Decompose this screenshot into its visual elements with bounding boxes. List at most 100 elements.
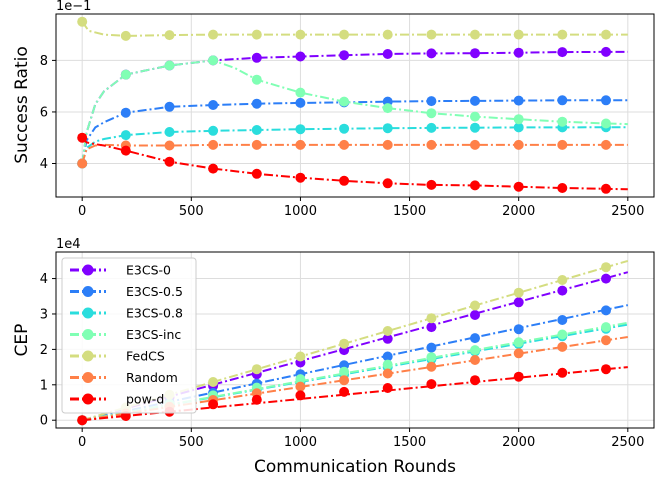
- data-point-fedcs-bottom: [426, 313, 437, 324]
- data-point-e3cs-inc-top: [251, 74, 262, 85]
- data-point-fedcs-top: [601, 29, 611, 40]
- data-point-random-bottom: [557, 341, 568, 352]
- legend-label-e3cs-0-8: E3CS-0.8: [126, 306, 183, 321]
- x-tick-label-bottom: 1500: [393, 435, 426, 450]
- data-point-pow-d-top: [164, 156, 175, 167]
- success-ratio-panel: 0 500 1000 1500 2000 2500 4 6 8 1e−1 Success Rat…: [12, 0, 655, 219]
- series-line-fedcs-top: [81, 21, 628, 37]
- data-point-e3cs-inc-top: [426, 108, 437, 119]
- y-offset-label-bottom: 1e4: [56, 237, 81, 252]
- data-point-random-top: [513, 139, 524, 150]
- data-point-random-top: [601, 139, 611, 150]
- x-tick-label-top: 500: [179, 204, 204, 219]
- y-tick-label-top: 4: [40, 157, 48, 172]
- legend: E3CS-0 E3CS-0.5 E3CS-0.8 E3CS-inc FedCS Rando…: [61, 257, 197, 414]
- data-point-pow-d-bottom: [382, 383, 393, 393]
- data-point-random-bottom: [295, 381, 306, 392]
- data-point-e3cs-0-8-top: [251, 125, 262, 135]
- data-point-fedcs-bottom: [208, 377, 219, 387]
- data-point-e3cs-0-8-top: [208, 125, 219, 136]
- legend-label-random: Random: [126, 370, 178, 385]
- y-tick-label-bottom: 4: [40, 272, 48, 287]
- data-point-pow-d-top: [295, 172, 306, 183]
- data-point-e3cs-inc-top: [382, 103, 393, 114]
- data-point-e3cs-0-8-top: [164, 127, 175, 137]
- data-point-fedcs-bottom: [251, 364, 262, 375]
- data-point-pow-d-top: [208, 163, 219, 174]
- data-point-fedcs-top: [382, 29, 393, 40]
- data-point-fedcs-bottom: [382, 326, 393, 336]
- data-point-random-top: [470, 139, 480, 150]
- data-point-random-bottom: [513, 348, 524, 359]
- series-line-e3cs-0-bottom: [81, 271, 629, 422]
- data-point-pow-d-bottom: [339, 386, 350, 397]
- legend-label-fedcs: FedCS: [126, 349, 165, 364]
- data-point-pow-d-bottom: [601, 364, 611, 375]
- x-tick-label-bottom: 500: [179, 435, 204, 450]
- data-point-fedcs-top: [164, 30, 175, 41]
- data-point-e3cs-0-8-top: [382, 123, 393, 134]
- legend-marker-e3cs-0-8: [82, 307, 94, 319]
- x-tick-label-bottom: 0: [78, 435, 86, 450]
- legend-marker-pow-d: [82, 393, 94, 405]
- data-point-e3cs-inc-bottom: [339, 366, 350, 377]
- y-tick-label-top: 6: [40, 105, 48, 120]
- data-point-e3cs-0-bottom: [513, 297, 524, 308]
- axes-frame-top: [55, 13, 655, 198]
- data-point-pow-d-top: [426, 179, 437, 190]
- data-point-e3cs-0-bottom: [557, 285, 568, 296]
- data-point-pow-d-bottom: [557, 367, 568, 378]
- data-point-fedcs-top: [251, 29, 262, 40]
- legend-label-e3cs-inc: E3CS-inc: [126, 327, 181, 342]
- data-point-e3cs-inc-top: [601, 118, 611, 129]
- data-point-e3cs-0-5-top: [426, 96, 437, 107]
- data-point-fedcs-bottom: [295, 351, 306, 362]
- data-point-e3cs-0-top: [426, 48, 437, 59]
- data-point-e3cs-0-5-bottom: [557, 315, 568, 325]
- data-point-fedcs-top: [339, 29, 350, 40]
- data-point-pow-d-bottom: [470, 375, 480, 386]
- data-point-fedcs-top: [295, 29, 306, 40]
- data-point-e3cs-0-top: [339, 50, 350, 61]
- data-point-random-top: [295, 139, 306, 150]
- data-point-e3cs-inc-top: [164, 60, 175, 71]
- data-point-pow-d-top: [382, 178, 393, 189]
- legend-box: [61, 257, 197, 414]
- data-point-e3cs-0-5-top: [557, 95, 568, 106]
- data-point-fedcs-top: [120, 30, 131, 41]
- data-point-random-bottom: [339, 375, 350, 386]
- data-point-random-top: [208, 139, 219, 150]
- ticks-bottom: 0 500 1000 1500 2000 2500 0 1 2 3 4: [40, 272, 645, 450]
- data-point-fedcs-bottom: [601, 262, 611, 273]
- data-point-random-bottom: [601, 335, 611, 346]
- data-point-random-top: [339, 139, 350, 150]
- legend-marker-e3cs-0-5: [82, 286, 94, 297]
- data-point-e3cs-0-top: [251, 52, 262, 63]
- data-point-pow-d-top: [470, 180, 480, 191]
- data-point-e3cs-0-8-top: [470, 122, 480, 133]
- data-point-e3cs-0-8-top: [295, 124, 306, 135]
- y-tick-label-bottom: 1: [40, 378, 48, 393]
- data-point-e3cs-inc-top: [557, 116, 568, 127]
- data-point-random-top: [557, 139, 568, 150]
- data-point-pow-d-top: [120, 145, 131, 156]
- data-point-e3cs-inc-top: [295, 87, 306, 98]
- data-point-random-top: [251, 139, 262, 150]
- series-line-fedcs-bottom: [81, 259, 629, 422]
- x-tick-label-top: 0: [78, 204, 86, 219]
- x-tick-label-top: 2000: [502, 204, 535, 219]
- data-point-pow-d-bottom: [251, 394, 262, 405]
- data-point-e3cs-0-5-top: [601, 95, 611, 106]
- data-point-fedcs-top: [426, 29, 437, 40]
- legend-marker-e3cs-0: [82, 264, 94, 276]
- data-point-e3cs-0-bottom: [426, 322, 437, 333]
- data-point-fedcs-top: [208, 29, 219, 40]
- data-point-pow-d-bottom: [426, 379, 437, 390]
- data-point-e3cs-0-top: [557, 47, 568, 58]
- data-point-e3cs-0-5-bottom: [382, 351, 393, 362]
- data-point-fedcs-top: [557, 29, 568, 40]
- data-point-pow-d-top: [601, 183, 611, 194]
- y-tick-label-bottom: 2: [40, 343, 48, 358]
- legend-marker-e3cs-inc: [82, 329, 94, 340]
- legend-label-pow-d: pow-d: [126, 392, 164, 407]
